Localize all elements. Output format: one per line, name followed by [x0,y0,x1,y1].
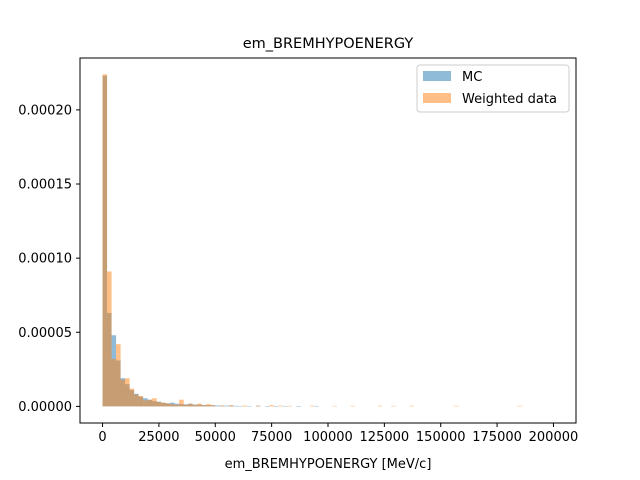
x-tick-label: 200000 [529,430,579,445]
legend-label-weighted-data: Weighted data [462,92,557,107]
bar-weighted-data-10 [147,399,153,407]
legend: MC Weighted data [416,64,570,113]
bar-weighted-data-26 [228,405,234,407]
bar-weighted-data-28 [255,405,261,407]
bar-mc-30 [237,405,243,407]
bar-mc-29 [233,405,238,407]
bar-weighted-data-32 [309,405,315,407]
bar-weighted-data-29 [269,405,274,407]
bar-weighted-data-23 [206,404,211,407]
y-tick-label: 0.00000 [18,400,72,415]
x-axis-label: em_BREMHYPOENERGY [MeV/c] [225,457,432,472]
bar-mc-27 [224,405,229,407]
bar-weighted-data-36 [391,405,396,407]
x-tick-label: 75000 [251,430,292,445]
bar-weighted-data-0 [102,74,108,407]
bar-weighted-data-33 [332,405,338,407]
bar-weighted-data-14 [165,403,171,407]
bar-weighted-data-19 [188,403,193,407]
bar-weighted-data-12 [156,401,162,407]
bar-weighted-data-1 [107,271,112,407]
x-tick-label: 0 [98,430,106,445]
bar-mc-31 [246,405,252,407]
bar-weighted-data-8 [138,396,144,407]
bar-weighted-data-27 [242,405,247,407]
bar-weighted-data-6 [129,388,135,407]
chart-title: em_BREMHYPOENERGY [243,36,414,52]
x-tick-label: 125000 [360,430,410,445]
bar-weighted-data-17 [179,399,184,407]
bar-weighted-data-39 [517,405,522,407]
x-axis: 0 25000 50000 75000 100000 125000 150000 175000… [98,423,578,445]
bar-weighted-data-16 [174,404,180,407]
bar-weighted-data-20 [192,404,198,407]
bar-weighted-data-34 [350,405,356,407]
bar-weighted-data-9 [143,400,148,407]
bar-weighted-data-3 [116,344,121,407]
legend-swatch-weighted-data [423,93,451,103]
x-tick-label: 175000 [472,430,522,445]
y-tick-label: 0.00020 [18,103,72,118]
y-axis: 0.00000 0.00005 0.00010 0.00015 0.00020 [18,103,80,415]
plot-area [80,58,576,423]
bar-mc-36 [296,406,301,407]
bar-weighted-data-4 [120,379,126,407]
bar-mc-35 [282,406,288,407]
bar-weighted-data-25 [219,405,225,407]
legend-label-mc: MC [462,70,482,85]
legend-box [416,64,570,113]
x-tick-label: 100000 [303,430,353,445]
bar-weighted-data-35 [377,405,383,407]
x-tick-label: 25000 [138,430,179,445]
bar-mc-37 [314,406,319,407]
bars-layer [102,74,522,407]
bar-weighted-data-22 [201,405,207,407]
bar-weighted-data-7 [134,394,139,407]
x-tick-label: 150000 [416,430,466,445]
bar-weighted-data-31 [287,405,292,407]
bar-weighted-data-11 [152,398,157,407]
bar-weighted-data-21 [197,403,202,407]
bar-mc-33 [264,406,270,407]
y-tick-label: 0.00015 [18,178,72,193]
bar-weighted-data-13 [161,402,166,407]
bar-weighted-data-30 [278,405,283,407]
bar-weighted-data-37 [409,405,414,407]
bar-weighted-data-5 [125,378,130,407]
bar-weighted-data-15 [170,404,175,407]
bar-mc-25 [215,405,220,407]
bar-weighted-data-18 [183,404,189,407]
bar-weighted-data-2 [111,358,117,407]
legend-swatch-mc [423,71,451,81]
bar-weighted-data-24 [210,405,216,407]
bar-mc-34 [273,406,279,407]
y-tick-label: 0.00005 [18,326,72,341]
y-tick-label: 0.00010 [18,252,72,267]
x-tick-label: 50000 [195,430,236,445]
bar-weighted-data-38 [454,405,459,407]
